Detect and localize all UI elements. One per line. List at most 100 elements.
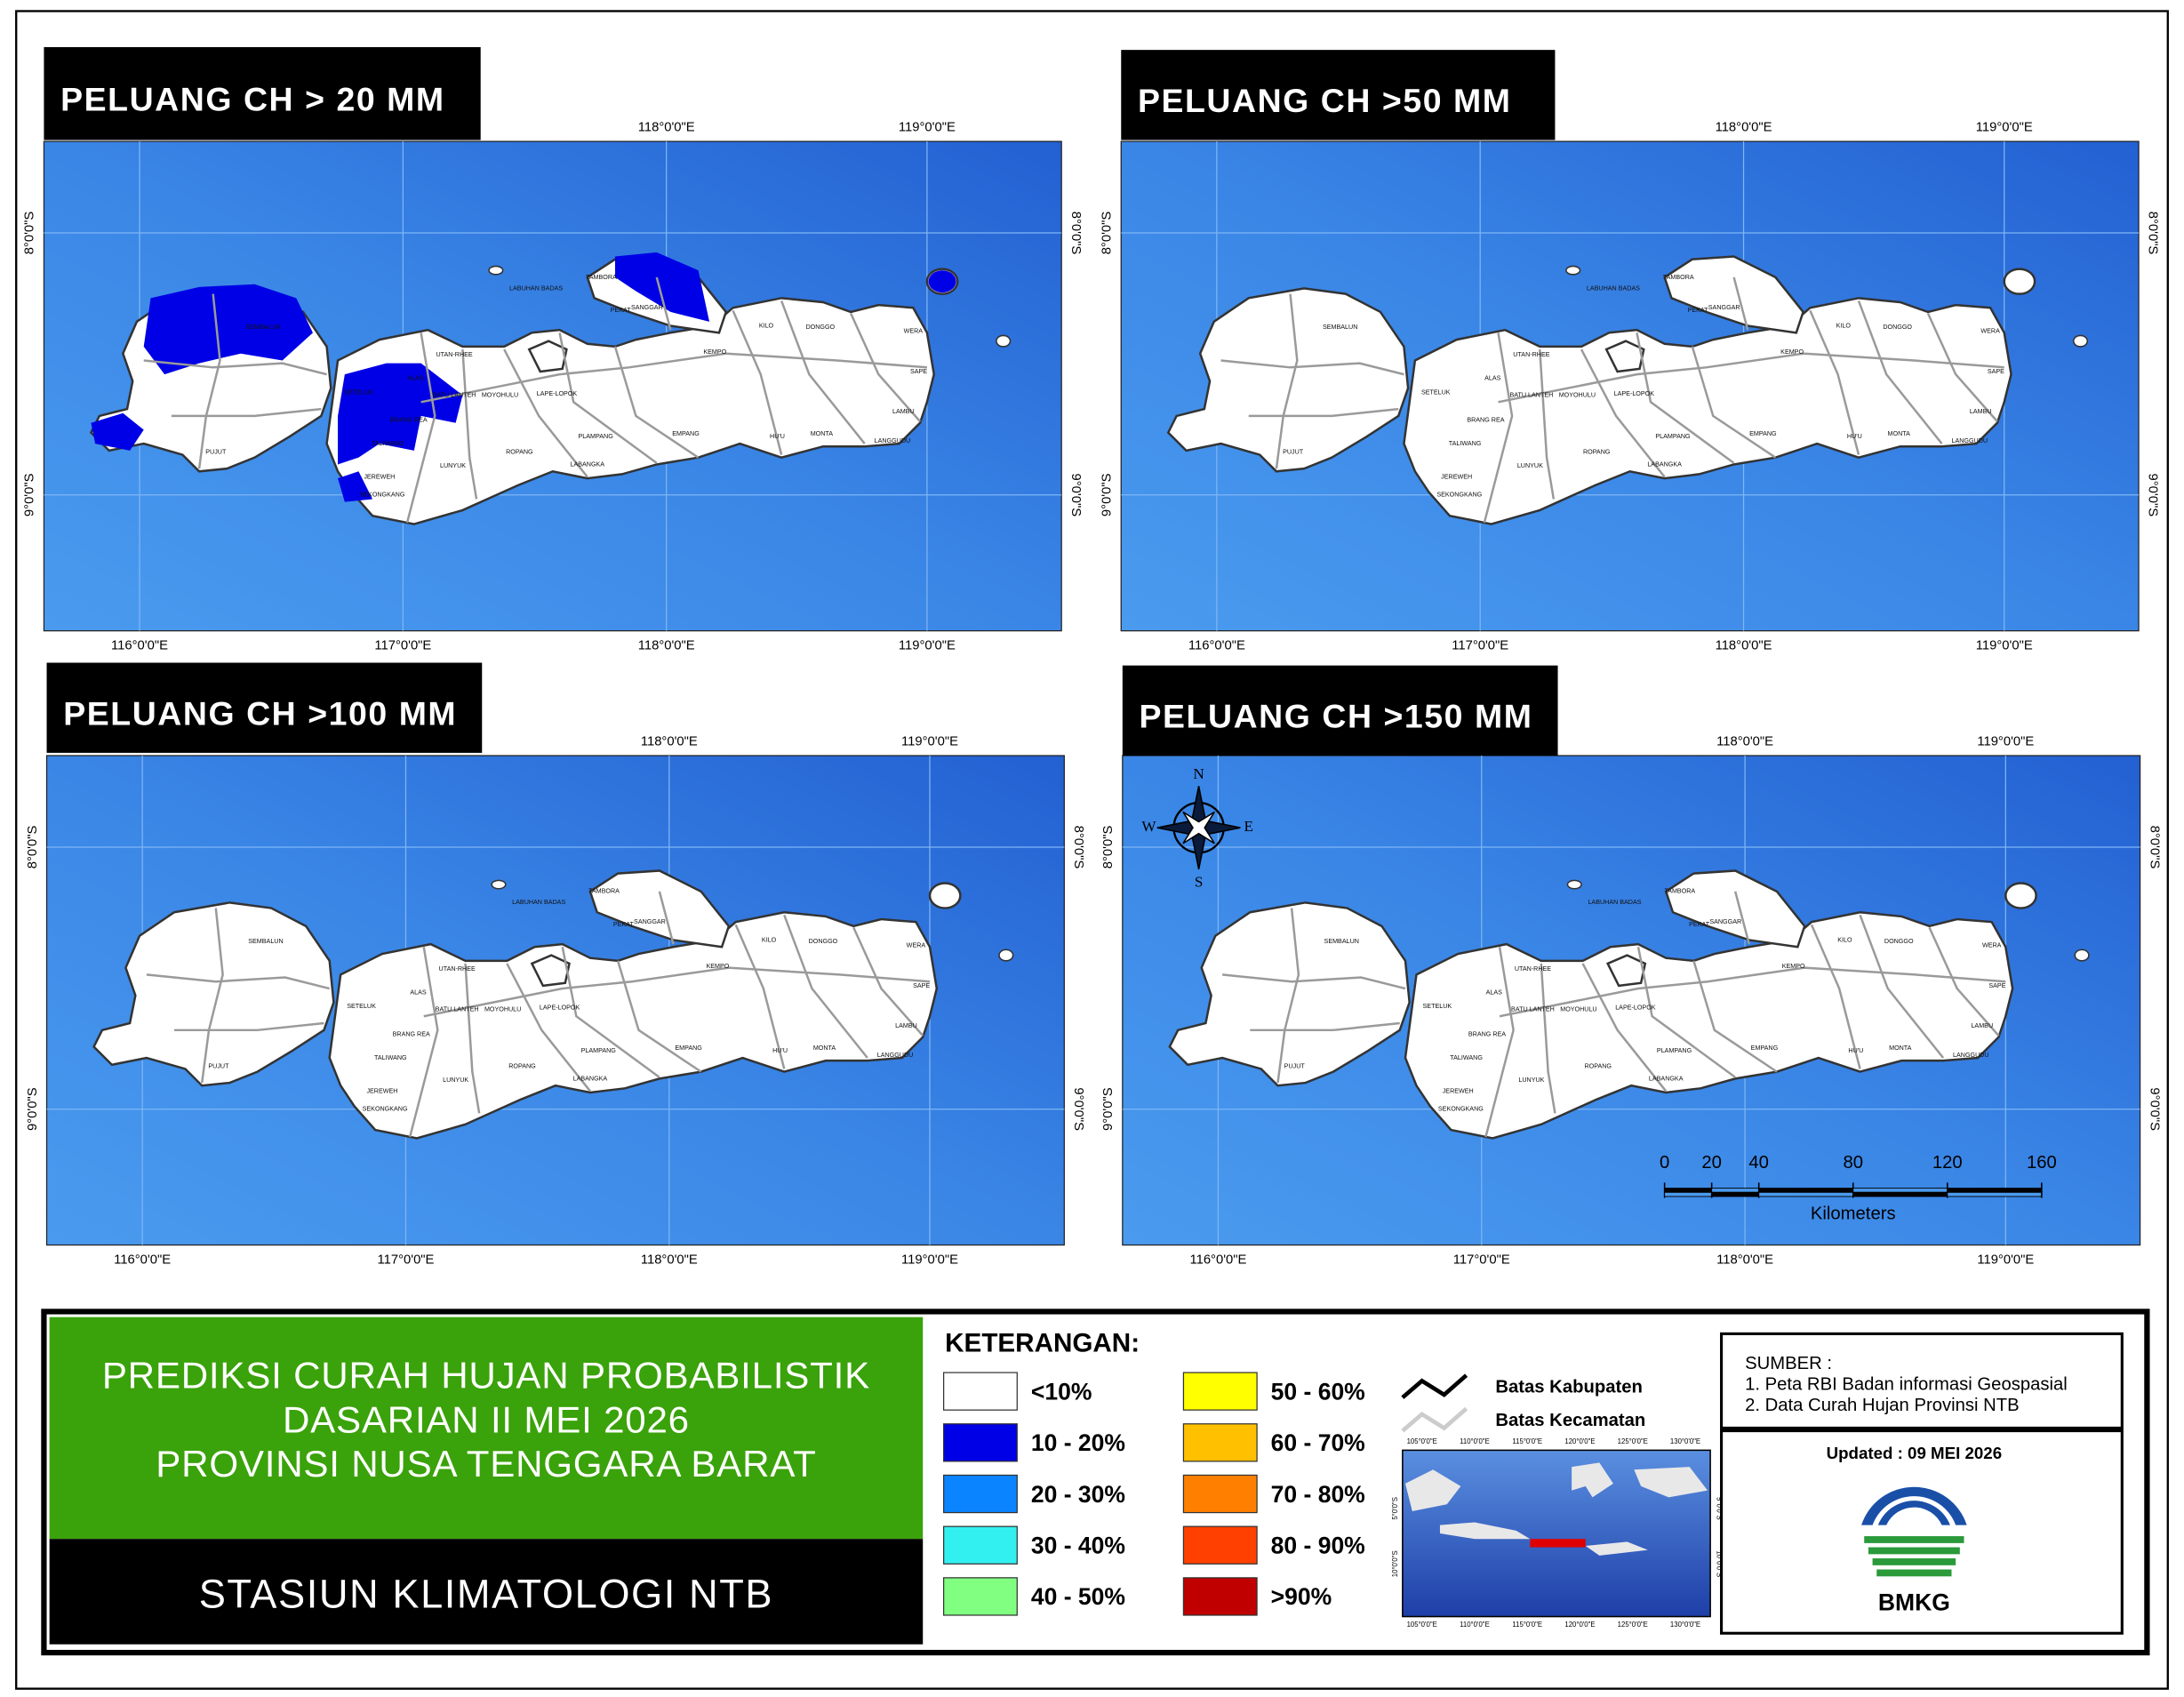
district-border: [1859, 914, 1945, 1059]
district-border: [1926, 312, 1998, 422]
title-line: PROVINSI NUSA TENGGARA BARAT: [156, 1443, 816, 1485]
lon-label: 119°0'0"E: [1976, 120, 2033, 134]
inset-lat-label: 5°0'0"S: [1715, 1497, 1723, 1520]
lat-label: 8°0'0"S: [1068, 212, 1083, 255]
island: [996, 334, 1012, 348]
place-name: LAPE-LOPOK: [1614, 390, 1655, 397]
inset-land: [1572, 1462, 1613, 1498]
place-name: PUJUT: [205, 448, 227, 455]
place-name: SEMBALUN: [248, 938, 283, 945]
panel-title: PELUANG CH >50 MM: [1138, 82, 1512, 119]
district-border: [1276, 908, 1300, 1084]
place-name: PLAMPANG: [1655, 433, 1691, 440]
inset-lon-label: 115°0'0"E: [1512, 1437, 1542, 1445]
legend-line-symbol: [1401, 1373, 1468, 1399]
district-border: [143, 359, 327, 376]
lat-label: 8°0'0"S: [2146, 212, 2160, 255]
district-border: [1857, 300, 1943, 444]
place-name: JEREWEH: [364, 473, 395, 480]
lat-label: 8°0'0"S: [23, 212, 37, 255]
lat-label: 8°0'0"S: [2147, 826, 2161, 869]
place-name: ROPANG: [506, 448, 533, 455]
lon-label: 118°0'0"E: [1716, 120, 1772, 134]
lat-label: 9°0'0"S: [23, 473, 37, 516]
inset-lat-label: 10°0'0"S: [1391, 1550, 1399, 1577]
district-border: [1692, 960, 1778, 1073]
island: [588, 869, 731, 949]
place-name: TAMBORA: [1663, 274, 1694, 281]
map-panel: SEMBALUN PUJUT JEREWEH LUNYUK ROPANG PLAMPANG…: [45, 755, 1065, 1246]
island: [1565, 265, 1581, 276]
inset-lat-label: 10°0'0"S: [1715, 1550, 1723, 1577]
panel-title: PELUANG CH >100 MM: [63, 694, 457, 732]
panel-title: PELUANG CH > 20 MM: [60, 81, 444, 118]
legend-swatch: [1182, 1423, 1258, 1462]
island: [2072, 334, 2089, 348]
map-panel: SEMBALUN PUJUT JEREWEH LUNYUK ROPANG PLAMPANG…: [1120, 140, 2140, 632]
lon-label: 119°0'0"E: [901, 734, 958, 748]
place-name: LAPE-LOPOK: [1615, 1005, 1656, 1012]
place-name: PLAMPANG: [579, 433, 614, 440]
place-name: SETELUK: [1423, 1003, 1452, 1010]
lat-label: 9°0'0"S: [26, 1087, 40, 1131]
district-border: [405, 332, 436, 524]
scale-segment: [1664, 1188, 1713, 1193]
place-name: MONTA: [813, 1045, 836, 1052]
inset-land: [1634, 1467, 1708, 1498]
place-name: SEMBALUN: [1323, 324, 1357, 331]
district-border: [1221, 973, 1406, 990]
district-border: [1248, 407, 1399, 418]
source-item: 1. Peta RBI Badan informasi Geospasial: [1745, 1374, 2068, 1394]
place-name: LUNYUK: [440, 462, 466, 469]
district-border: [506, 963, 591, 1093]
place-name: SEKONGKANG: [363, 1106, 408, 1113]
place-name: KILO: [759, 322, 774, 329]
lat-label: 9°0'0"S: [2147, 1087, 2161, 1131]
place-name: WERA: [1980, 328, 2000, 335]
inset-lon-label: 120°0'0"E: [1564, 1621, 1595, 1629]
island: [1168, 901, 1411, 1087]
place-name: LAPE-LOPOK: [537, 390, 578, 397]
district-border: [1483, 332, 1514, 524]
place-name: MONTA: [1888, 430, 1911, 437]
place-name: BRANG REA: [390, 416, 428, 423]
island: [92, 901, 335, 1087]
place-name: ROPANG: [1583, 448, 1611, 455]
place-name: JEREWEH: [366, 1087, 397, 1094]
place-name: BRANG REA: [1468, 1030, 1506, 1037]
station-block: [49, 1539, 924, 1645]
place-name: KEMPO: [706, 963, 729, 970]
place-name: LABANGKA: [1649, 1075, 1684, 1082]
place-name: SANGGAR: [1708, 304, 1740, 311]
bmkg-logo: [1861, 1486, 1967, 1577]
logo-arc: [1877, 1501, 1950, 1525]
place-name: TALIWANG: [372, 440, 404, 447]
place-name: LANGGUDU: [875, 437, 911, 444]
place-name: LAMBU: [892, 408, 915, 415]
place-name: SEMBALUN: [245, 324, 280, 331]
place-name: SANGGAR: [1709, 918, 1741, 925]
legend-title: KETERANGAN:: [945, 1329, 1140, 1358]
district-border: [461, 348, 478, 500]
map-panel: SEMBALUN PUJUT JEREWEH LUNYUK ROPANG PLAMPANG…: [1122, 755, 2141, 1246]
district-border: [1809, 309, 1860, 455]
district-border: [197, 293, 221, 469]
place-name: DONGGO: [1884, 938, 1914, 945]
place-name: LANGGUDU: [877, 1052, 914, 1059]
place-name: WERA: [904, 328, 924, 335]
place-name: HU'U: [1848, 1047, 1863, 1054]
legend-swatch: [942, 1577, 1018, 1616]
place-name: UTAN-RHEE: [1515, 965, 1551, 973]
legend-line-label: Batas Kecamatan: [1495, 1411, 1645, 1430]
island: [998, 949, 1014, 962]
lon-label: 119°0'0"E: [1976, 639, 2033, 653]
place-name: SAPE: [1988, 982, 2005, 989]
island: [1403, 297, 2012, 525]
logo-name: BMKG: [1878, 1589, 1950, 1616]
place-name: PEKAT: [611, 307, 632, 314]
compass-n: N: [1193, 765, 1204, 782]
scale-segment: [1711, 1191, 1760, 1197]
panel-title: PELUANG CH >150 MM: [1140, 698, 1533, 735]
district-border: [616, 960, 702, 1073]
